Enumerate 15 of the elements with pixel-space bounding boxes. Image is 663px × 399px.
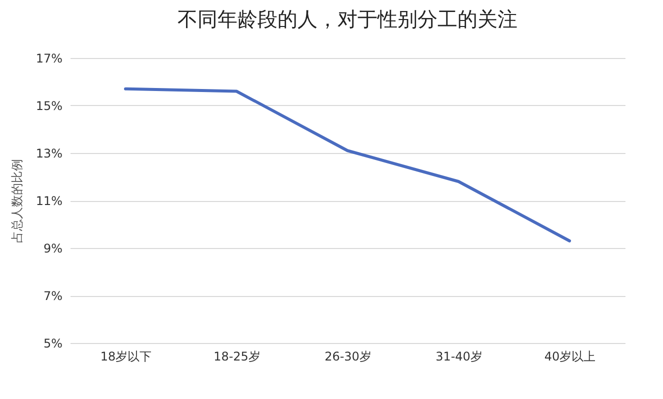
x-tick-label: 31-40岁 [436, 350, 482, 364]
x-tick-label: 26-30岁 [324, 350, 372, 364]
y-tick-label: 15% [36, 99, 62, 113]
line-series [124, 87, 571, 242]
y-axis-title: 占总人数的比例 [10, 159, 24, 243]
y-tick-label: 7% [43, 289, 62, 303]
chart-title: 不同年龄段的人，对于性别分工的关注 [178, 7, 518, 31]
y-tick-label: 11% [36, 194, 62, 208]
y-tick-label: 5% [43, 336, 62, 350]
y-tick-label: 9% [43, 242, 62, 256]
x-tick-label: 18岁以下 [100, 350, 152, 364]
x-tick-label: 40岁以上 [544, 350, 596, 364]
y-tick-label: 17% [36, 52, 62, 66]
y-tick-label: 13% [36, 146, 62, 160]
x-tick-label: 18-25岁 [214, 350, 260, 364]
